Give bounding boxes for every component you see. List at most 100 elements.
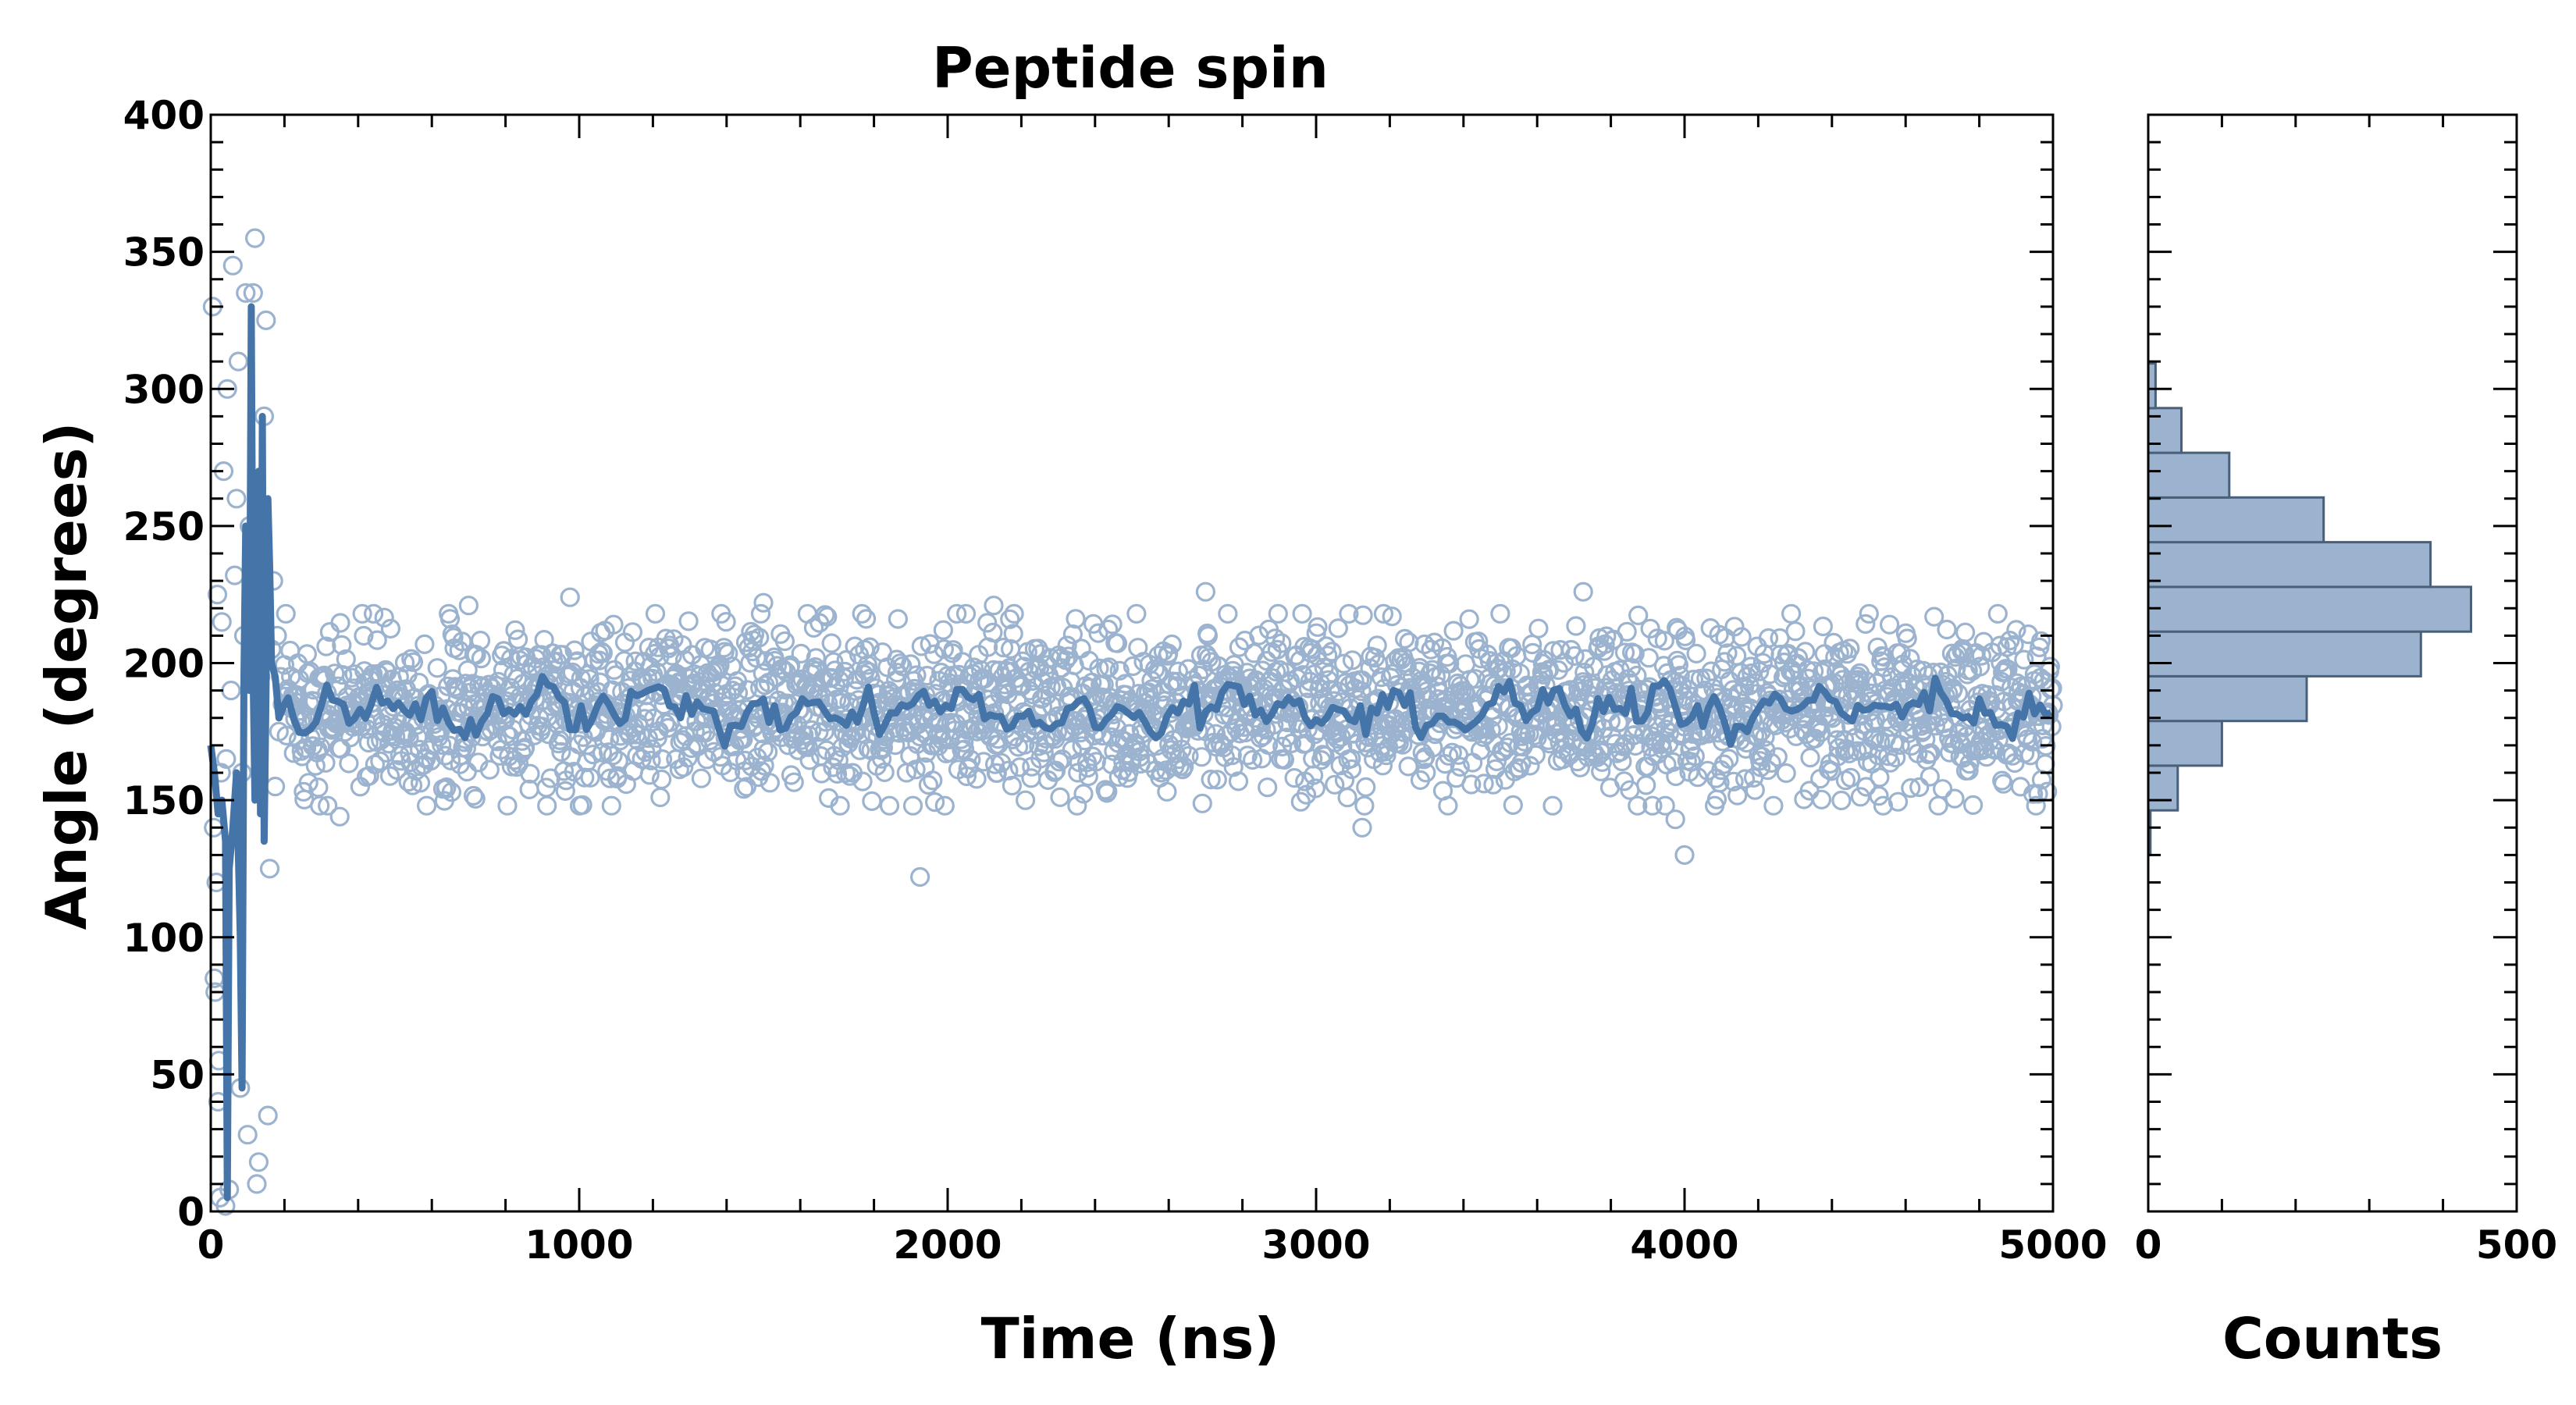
scatter-point [716, 611, 736, 632]
scatter-point [780, 655, 801, 675]
scatter-point [1841, 767, 1861, 788]
scatter-point [678, 611, 699, 631]
scatter-point [1683, 669, 1703, 690]
scatter-point [1310, 693, 1330, 713]
scatter-point [1328, 618, 1348, 638]
scatter-point [1195, 582, 1216, 602]
scatter-point [339, 753, 359, 774]
y-tick-label: 250 [123, 504, 205, 550]
scatter-point [678, 748, 698, 768]
scatter-point [1998, 659, 2018, 680]
scatter-point [934, 795, 955, 816]
scatter-point [415, 634, 435, 655]
scatter-point [572, 795, 592, 815]
scatter-point [916, 665, 938, 686]
scatter-point [1333, 653, 1354, 674]
scatter-point [933, 620, 954, 640]
scatter-point [1592, 752, 1613, 772]
scatter-point [757, 742, 778, 762]
scatter-point [237, 1125, 258, 1145]
scatter-point [1614, 736, 1634, 756]
scatter-point [1222, 745, 1242, 766]
scatter-point [248, 1152, 269, 1172]
scatter-point [1339, 603, 1359, 624]
scatter-point [1856, 777, 1877, 797]
scatter-point [466, 645, 486, 665]
scatter-point [367, 630, 387, 650]
scatter-point [1767, 747, 1788, 767]
scatter-point [1178, 659, 1198, 679]
scatter-point [329, 806, 350, 827]
histogram-bar [2147, 496, 2325, 544]
scatter-point [580, 767, 600, 788]
scatter-point [336, 649, 356, 670]
hist-x-tick-label: 0 [2135, 1222, 2162, 1268]
x-tick-label: 4000 [1630, 1222, 1738, 1268]
scatter-point [924, 791, 945, 813]
scatter-point [1959, 760, 1979, 781]
scatter-point [435, 745, 455, 766]
scatter-point [1268, 603, 1288, 624]
scatter-point [583, 744, 603, 765]
scatter-point [1665, 809, 1685, 830]
scatter-point [756, 651, 776, 671]
scatter-point [1032, 697, 1053, 717]
scatter-point [1624, 644, 1645, 664]
scatter-point [1805, 728, 1825, 749]
scatter-point [774, 631, 795, 652]
scatter-point [1316, 636, 1336, 656]
scatter-point [440, 750, 461, 770]
running-average-line [207, 303, 2053, 1201]
scatter-point [497, 795, 518, 816]
scatter-point [427, 658, 447, 678]
scatter-point [1083, 746, 1103, 767]
scatter-point [479, 759, 500, 780]
scatter-point [1174, 756, 1194, 777]
scatter-point [1066, 609, 1086, 629]
x-tick-label: 3000 [1261, 1222, 1370, 1268]
x-tick-label: 0 [197, 1222, 225, 1268]
scatter-point [1628, 795, 1648, 816]
scatter-point [1372, 756, 1393, 776]
scatter-point [809, 722, 829, 742]
scatter-point [840, 766, 860, 786]
histogram-ticks: 0 500 [2135, 113, 2557, 1268]
scatter-point [463, 785, 484, 806]
scatter-point [1674, 845, 1695, 866]
scatter-point [1520, 756, 1540, 776]
scatter-point [1438, 795, 1458, 816]
scatter-point [836, 649, 856, 670]
scatter-point [811, 763, 832, 784]
scatter-point [280, 640, 301, 661]
scatter-point [1414, 634, 1435, 655]
scatter-point [2040, 656, 2060, 677]
scatter-point [733, 729, 753, 749]
histogram-bar [2147, 451, 2231, 499]
scatter-point [760, 773, 780, 793]
histogram-bar [2147, 630, 2422, 678]
scatter-point [236, 283, 256, 303]
scatter-point [803, 617, 824, 638]
scatter-point [1775, 665, 1795, 685]
scatter-point [1272, 633, 1292, 653]
scatter-point [1144, 659, 1165, 680]
scatter-point [852, 603, 872, 624]
scatter-point [283, 743, 304, 763]
scatter-point [918, 774, 939, 795]
scatter-point [465, 788, 486, 809]
scatter-point [1242, 749, 1263, 770]
scatter-point [871, 749, 892, 769]
x-tick-label: 5000 [1998, 1222, 2107, 1268]
scatter-point [1218, 603, 1238, 624]
scatter-point [1073, 784, 1094, 804]
scatter-point [359, 766, 379, 786]
scatter-point [1654, 631, 1674, 651]
scatter-point [1666, 766, 1686, 787]
y-tick-label: 350 [123, 230, 205, 276]
scatter-point [1761, 752, 1781, 774]
scatter-point [2036, 735, 2056, 756]
scatter-point [835, 763, 856, 784]
scatter-point [1655, 795, 1675, 816]
scatter-point [1096, 659, 1116, 679]
scatter-point [1207, 770, 1227, 790]
